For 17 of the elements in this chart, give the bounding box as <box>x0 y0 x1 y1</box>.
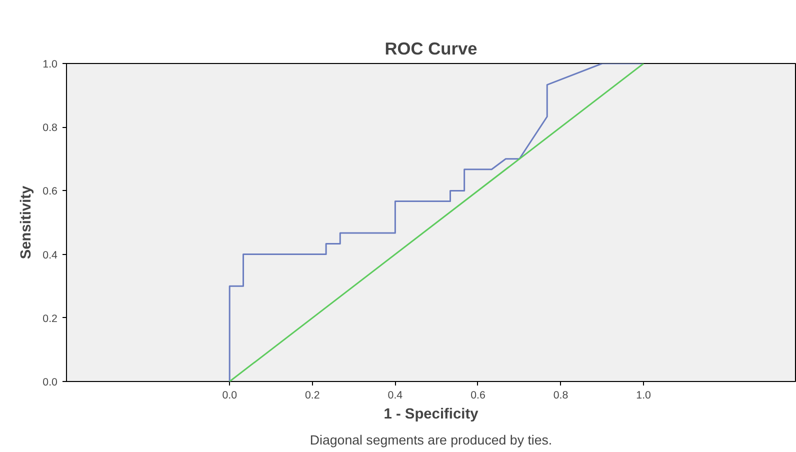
y-tick-label: 0.0 <box>42 376 58 388</box>
y-tick-label: 0.4 <box>42 249 58 262</box>
y-axis-title: Sensitivity <box>18 184 35 260</box>
line-series <box>228 64 644 382</box>
chart-title: ROC Curve <box>384 38 478 58</box>
y-tick-label: 1.0 <box>42 58 58 70</box>
x-tick-label: 0.0 <box>222 390 238 402</box>
x-tick-label: 1.0 <box>636 390 652 402</box>
x-tick-label: 0.4 <box>388 390 403 402</box>
y-tick-label: 0.8 <box>42 122 58 134</box>
x-tick-label: 0.8 <box>553 390 568 402</box>
text: Diagonal segments are produced by ties. <box>310 432 552 448</box>
y-tick-label: 0.6 <box>42 186 58 198</box>
x-axis-title: 1 - Specificity <box>384 406 480 422</box>
x-tick-label: 0.2 <box>304 390 320 402</box>
y-tick-label: 0.2 <box>42 312 58 325</box>
x-tick-label: 0.6 <box>470 390 486 402</box>
